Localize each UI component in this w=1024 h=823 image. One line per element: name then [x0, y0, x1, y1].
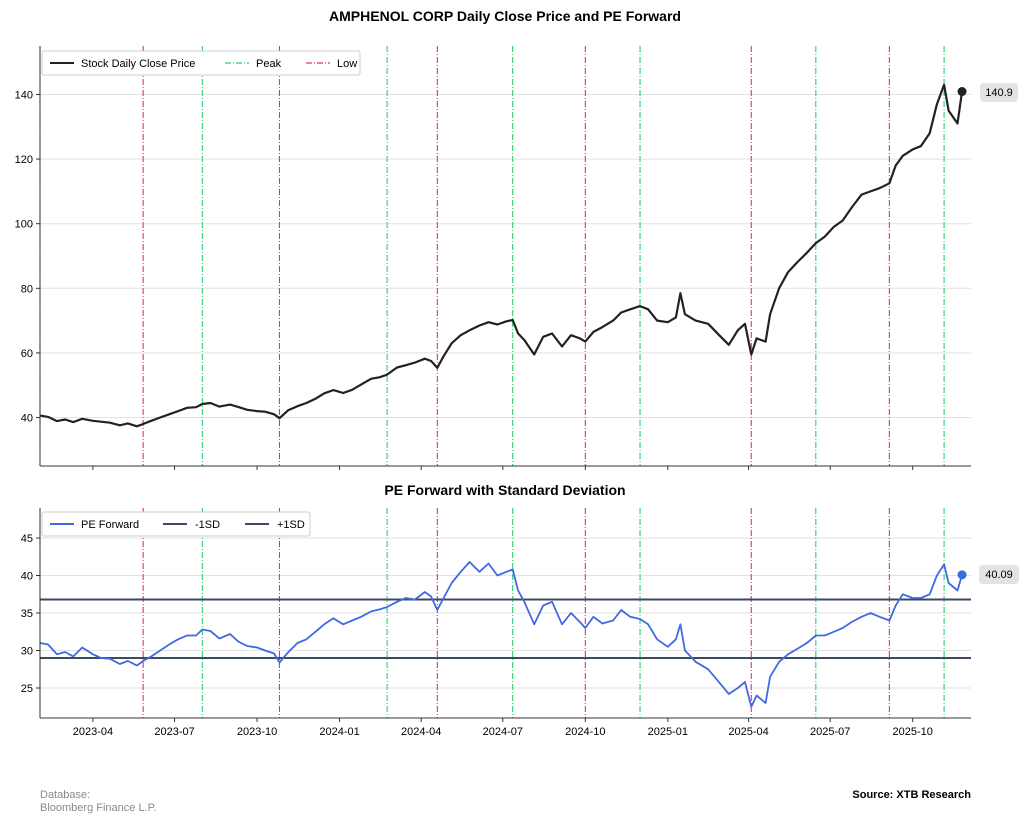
xtick-label-2024-10: 2024-10 [565, 726, 605, 738]
price-line [39, 83, 964, 428]
top-axes: 40 60 80 100 120 140 [15, 46, 971, 470]
legend-label-plus1sd: +1SD [277, 519, 305, 531]
ytick-label-120: 120 [15, 154, 33, 166]
ytick-label-25: 25 [21, 683, 33, 695]
ytick-label-80: 80 [21, 283, 33, 295]
top-event-lines [39, 46, 945, 466]
xtick-label-2023-04: 2023-04 [73, 726, 113, 738]
legend-label-minus1sd: -1SD [195, 519, 220, 531]
bottom-last-value-badge: 40.09 [979, 565, 1019, 584]
xtick-label-2025-07: 2025-07 [810, 726, 850, 738]
top-last-value: 140.9 [985, 87, 1013, 99]
xtick-label-2024-04: 2024-04 [401, 726, 441, 738]
xtick-label-2025-04: 2025-04 [728, 726, 768, 738]
xtick-label-2023-07: 2023-07 [154, 726, 194, 738]
legend-label-peak: Peak [256, 58, 282, 70]
price-line-last-point [957, 87, 967, 97]
top-gridlines [40, 93, 971, 419]
footer-database: Database: Bloomberg Finance L.P. [40, 789, 157, 815]
ytick-label-60: 60 [21, 348, 33, 360]
bottom-last-value: 40.09 [985, 569, 1013, 581]
legend-label-price: Stock Daily Close Price [81, 58, 195, 70]
bottom-event-lines [39, 508, 945, 718]
top-last-value-badge: 140.9 [980, 83, 1018, 102]
ytick-label-40: 40 [21, 413, 33, 425]
legend-label-pe: PE Forward [81, 519, 139, 531]
pe-forward-line-last-point [957, 570, 967, 580]
bottom-series-layer [39, 561, 971, 708]
xtick-label-2025-10: 2025-10 [893, 726, 933, 738]
xtick-label-2025-01: 2025-01 [648, 726, 688, 738]
ytick-label-30: 30 [21, 646, 33, 658]
xtick-label-2024-07: 2024-07 [483, 726, 523, 738]
ytick-label-45: 45 [21, 533, 33, 545]
xtick-label-2024-01: 2024-01 [319, 726, 359, 738]
bottom-chart-title: PE Forward with Standard Deviation [384, 482, 625, 498]
footer-database-name: Bloomberg Finance L.P. [40, 802, 157, 814]
top-series-layer [39, 83, 967, 428]
xtick-label-2023-10: 2023-10 [237, 726, 277, 738]
footer-source: Source: XTB Research [852, 789, 971, 801]
ytick-label-140: 140 [15, 89, 33, 101]
top-chart-title: AMPHENOL CORP Daily Close Price and PE F… [329, 8, 681, 24]
bottom-gridlines [40, 537, 971, 689]
bottom-legend: PE Forward -1SD +1SD [41, 511, 311, 537]
pe-forward-line [39, 561, 963, 708]
ytick-label-40: 40 [21, 571, 33, 583]
top-legend: Stock Daily Close Price Peak Low [41, 50, 361, 76]
legend-label-low: Low [337, 58, 357, 70]
ytick-label-35: 35 [21, 608, 33, 620]
ytick-label-100: 100 [15, 219, 33, 231]
footer-database-label: Database: [40, 789, 91, 801]
bottom-axes: 25 30 35 40 45 2023-04 2023-07 2023-10 2024-01 20… [21, 508, 971, 738]
